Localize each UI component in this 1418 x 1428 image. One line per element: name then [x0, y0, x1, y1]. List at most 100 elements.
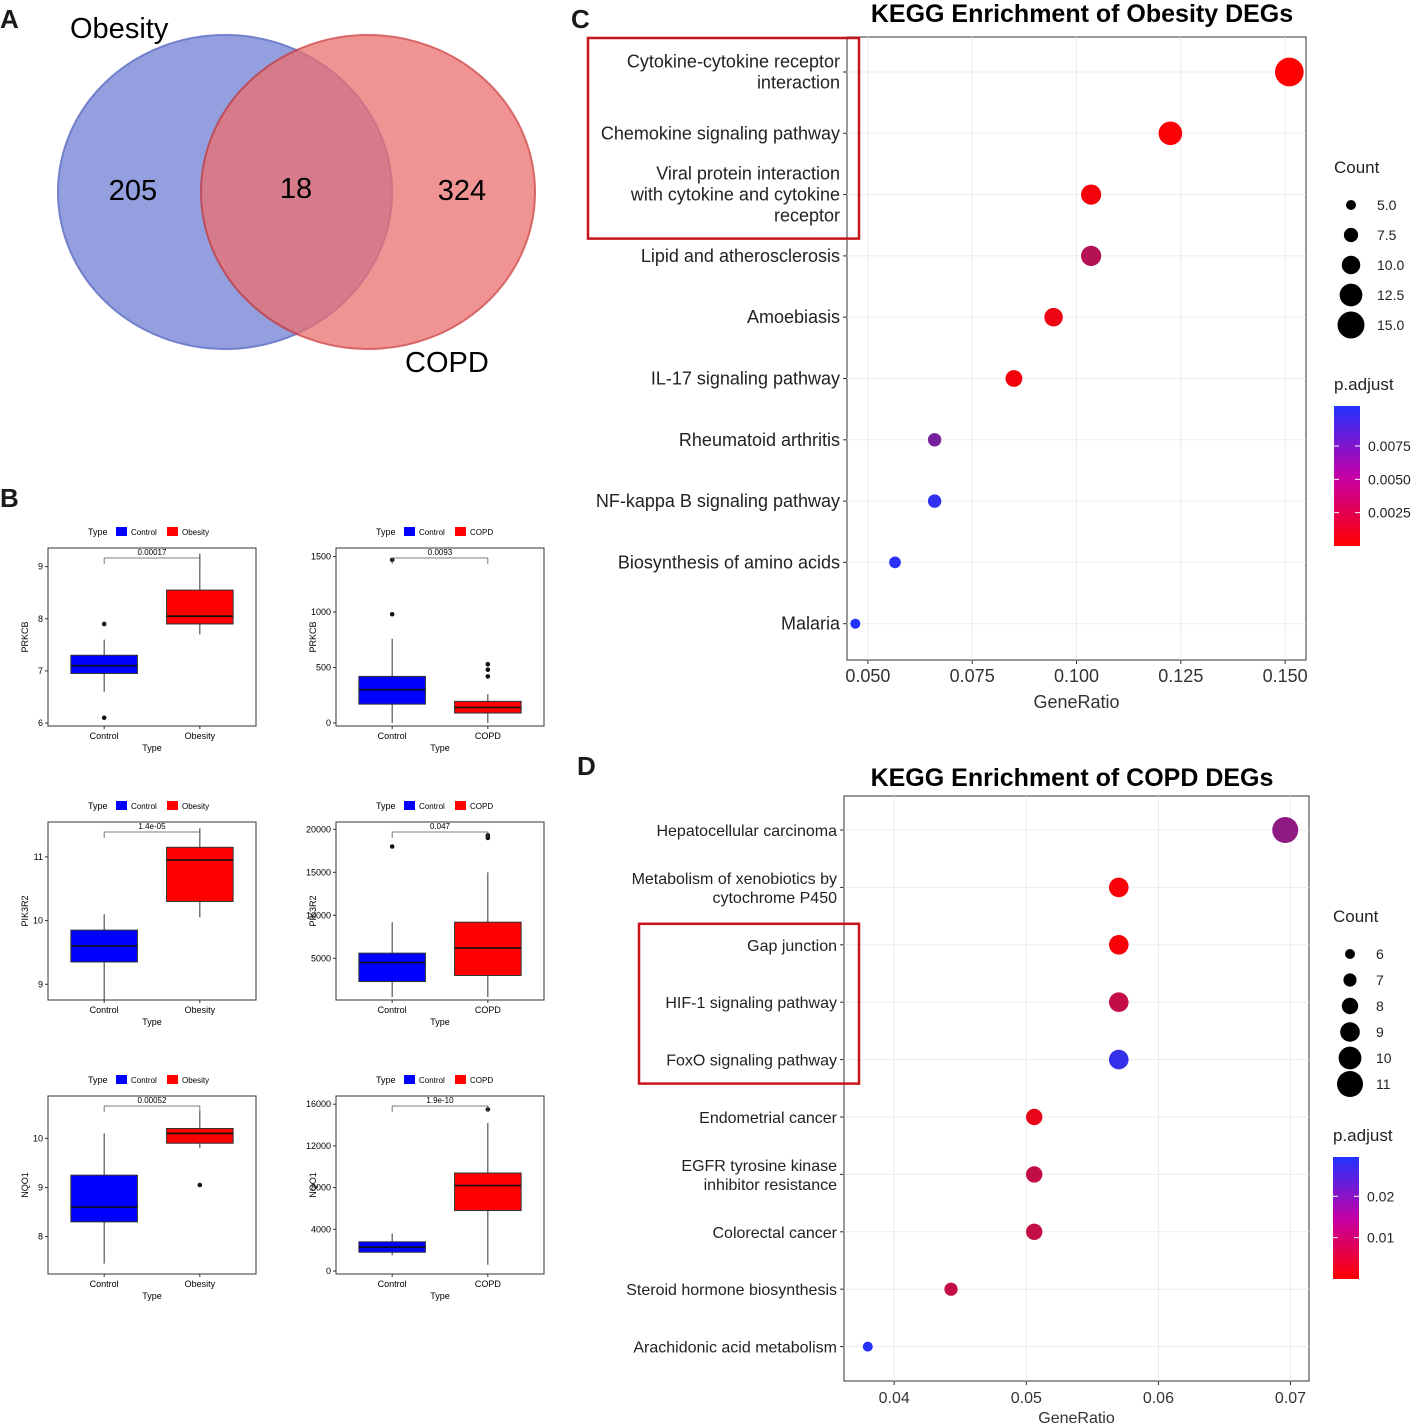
size-legend-label: 10.0	[1377, 257, 1404, 273]
boxplot-legend-key-case	[455, 1075, 466, 1084]
size-legend-label: 11	[1376, 1076, 1391, 1092]
boxplot-box	[166, 1127, 234, 1144]
color-legend-title: p.adjust	[1334, 375, 1394, 394]
boxplot-significance-bracket	[391, 557, 489, 564]
boxplot-xtick-label: Obesity	[185, 1279, 216, 1289]
size-legend-dot	[1345, 949, 1355, 959]
boxplot-xtick-label: Control	[90, 1279, 119, 1289]
dotplot-point	[1005, 370, 1023, 387]
dotplot-xtick-label: 0.150	[1263, 666, 1308, 686]
boxplot-xtick-label: Control	[90, 1005, 119, 1015]
boxplot-legend-key-control	[116, 527, 127, 536]
boxplot-ytick-label: 10	[33, 1133, 43, 1143]
boxplot-legend-label-case: Obesity	[182, 528, 209, 537]
panel-label-b: B	[0, 483, 19, 513]
boxplot-ylabel: NQO1	[308, 1172, 318, 1198]
boxplot-frame	[335, 547, 545, 727]
dotplot-point	[1081, 245, 1102, 266]
dotplot-category-label: Lipid and atherosclerosis	[641, 246, 840, 266]
dotplot-point	[862, 1341, 873, 1352]
boxplot-significance-bracket	[103, 1105, 201, 1112]
boxplot-outlier	[197, 1182, 203, 1188]
size-legend-label: 12.5	[1377, 287, 1404, 303]
boxplot-legend-key-control	[404, 801, 415, 810]
dotplot-point	[1108, 992, 1129, 1012]
boxplot-xtick-label: Obesity	[185, 1005, 216, 1015]
size-legend-label: 8	[1376, 998, 1384, 1014]
dotplot-point	[1044, 307, 1063, 327]
boxplot-ytick-label: 5000	[311, 953, 331, 963]
size-legend-title: Count	[1333, 907, 1379, 926]
color-legend-label: 0.0075	[1368, 438, 1411, 454]
dotplot-point	[850, 618, 861, 629]
boxplot-legend-label-case: COPD	[470, 802, 493, 811]
panel-label-a: A	[0, 4, 19, 34]
boxplot-pvalue: 1.4e-05	[138, 822, 166, 831]
boxplot-legend-key-case	[455, 527, 466, 536]
dotplot-xtick-label: 0.05	[1011, 1390, 1042, 1407]
size-legend-dot	[1337, 1071, 1363, 1097]
dotplot-obesity: KEGG Enrichment of Obesity DEGs 0.050 0.07…	[586, 0, 1411, 712]
dotplot-category-label: HIF-1 signaling pathway	[665, 995, 837, 1012]
dotplot-title: KEGG Enrichment of Obesity DEGs	[871, 0, 1293, 28]
dotplot-category-label: FoxO signaling pathway	[666, 1053, 837, 1070]
boxplot-nqo1-obesity: Type Control Obesity 8 9 10 NQO1 Control Obesity…	[20, 1075, 257, 1301]
color-legend-label: 0.02	[1367, 1188, 1394, 1204]
boxplot-legend-label-control: Control	[419, 802, 445, 811]
dotplot-category-label: Cytokine-cytokine receptor	[627, 52, 840, 72]
boxplot-xlabel: Type	[142, 1017, 162, 1027]
boxplot-ytick-label: 10000	[306, 910, 331, 920]
boxplot-legend-key-control	[116, 801, 127, 810]
dotplot-category-label: Colorectal cancer	[713, 1225, 838, 1242]
boxplot-grid: Type Control Obesity 6 7 8 9 PRKCB Control Obesit…	[20, 527, 545, 1301]
boxplot-ytick-label: 9	[38, 979, 43, 989]
boxplot-xlabel: Type	[142, 1291, 162, 1301]
color-legend-title: p.adjust	[1333, 1126, 1393, 1145]
color-legend-bar	[1334, 406, 1360, 546]
boxplot-legend-label-case: COPD	[470, 1076, 493, 1085]
boxplot-legend-label-case: COPD	[470, 528, 493, 537]
boxplot-legend-label-control: Control	[419, 528, 445, 537]
size-legend-dot	[1341, 997, 1359, 1015]
dotplot-point	[889, 556, 901, 569]
dotplot-xtick-label: 0.050	[845, 666, 890, 686]
boxplot-legend-key-control	[404, 1075, 415, 1084]
boxplot-ytick-label: 20000	[306, 824, 331, 834]
dotplot-point	[1081, 184, 1102, 205]
boxplot-ytick-label: 0	[326, 718, 331, 728]
dotplot-category-label: Biosynthesis of amino acids	[618, 552, 840, 572]
dotplot-xlabel: GeneRatio	[1038, 1410, 1115, 1427]
boxplot-ytick-label: 9	[38, 1182, 43, 1192]
dotplot-category-label: Steroid hormone biosynthesis	[626, 1282, 837, 1299]
venn-label-obesity: Obesity	[70, 13, 169, 45]
dotplot-category-label: Chemokine signaling pathway	[601, 123, 840, 143]
boxplot-frame	[47, 821, 257, 1001]
dotplot-xtick-label: 0.075	[950, 666, 995, 686]
dotplot-category-label: EGFR tyrosine kinase	[681, 1158, 837, 1175]
boxplot-box	[358, 952, 426, 983]
venn-count-overlap: 18	[280, 173, 312, 205]
boxplot-xtick-label: COPD	[475, 1279, 502, 1289]
boxplot-prkcb-copd: Type Control COPD 0 500 1000 1500 PRKCB Control C…	[308, 527, 545, 753]
dotplot-category-label: Endometrial cancer	[699, 1110, 838, 1127]
size-legend-dot	[1341, 255, 1361, 275]
boxplot-legend-key-case	[455, 801, 466, 810]
size-legend-label: 10	[1376, 1050, 1392, 1066]
boxplot-significance-bracket	[391, 831, 489, 838]
boxplot-xlabel: Type	[430, 1017, 450, 1027]
boxplot-frame	[335, 821, 545, 1001]
dotplot-category-label: Viral protein interaction	[656, 164, 840, 184]
boxplot-ytick-label: 15000	[306, 867, 331, 877]
boxplot-box	[70, 1174, 138, 1223]
boxplot-legend-key-control	[116, 1075, 127, 1084]
boxplot-ytick-label: 1000	[311, 607, 331, 617]
venn-diagram: Obesity COPD 205 18 324	[57, 13, 536, 379]
boxplot-frame	[47, 1095, 257, 1275]
dotplot-copd: KEGG Enrichment of COPD DEGs 0.04 0.05 0.06…	[626, 764, 1394, 1427]
dotplot-point	[1026, 1223, 1043, 1241]
boxplot-ytick-label: 4000	[311, 1224, 331, 1234]
boxplot-legend-label-control: Control	[131, 802, 157, 811]
venn-count-copd-only: 324	[438, 175, 486, 207]
boxplot-ytick-label: 500	[316, 663, 331, 673]
dotplot-xtick-label: 0.04	[879, 1390, 910, 1407]
